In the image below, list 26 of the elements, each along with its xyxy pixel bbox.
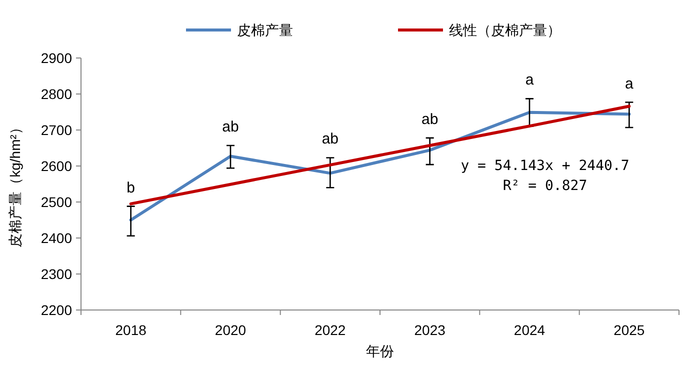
y-tick-label: 2200 [40,302,72,318]
y-tick-label: 2600 [40,158,72,174]
legend-label: 线性（皮棉产量） [449,22,561,38]
x-tick-label: 2020 [214,322,246,338]
y-tick-label: 2400 [40,230,72,246]
annotation: ab [222,118,239,136]
annotation: y = 54.143x + 2440.7 [460,158,630,174]
y-tick-label: 2300 [40,266,72,282]
legend-label: 皮棉产量 [237,22,293,38]
y-tick-label: 2500 [40,194,72,210]
x-tick-label: 2022 [314,322,346,338]
y-tick-label: 2800 [40,86,72,102]
annotation: ab [322,130,339,148]
annotation: R² = 0.827 [502,178,588,194]
x-tick-label: 2024 [514,322,546,338]
annotation: ab [421,110,438,128]
x-tick-label: 2023 [414,322,446,338]
annotation: b [126,179,136,196]
x-tick-label: 2018 [115,322,147,338]
y-tick-label: 2900 [40,50,72,66]
y-axis-title: 皮棉产量（kg/hm²） [7,120,23,248]
x-axis-title: 年份 [366,343,394,359]
annotation: a [525,72,534,89]
x-tick-label: 2025 [614,322,645,338]
y-tick-label: 2700 [40,122,72,138]
annotation: a [624,75,634,92]
